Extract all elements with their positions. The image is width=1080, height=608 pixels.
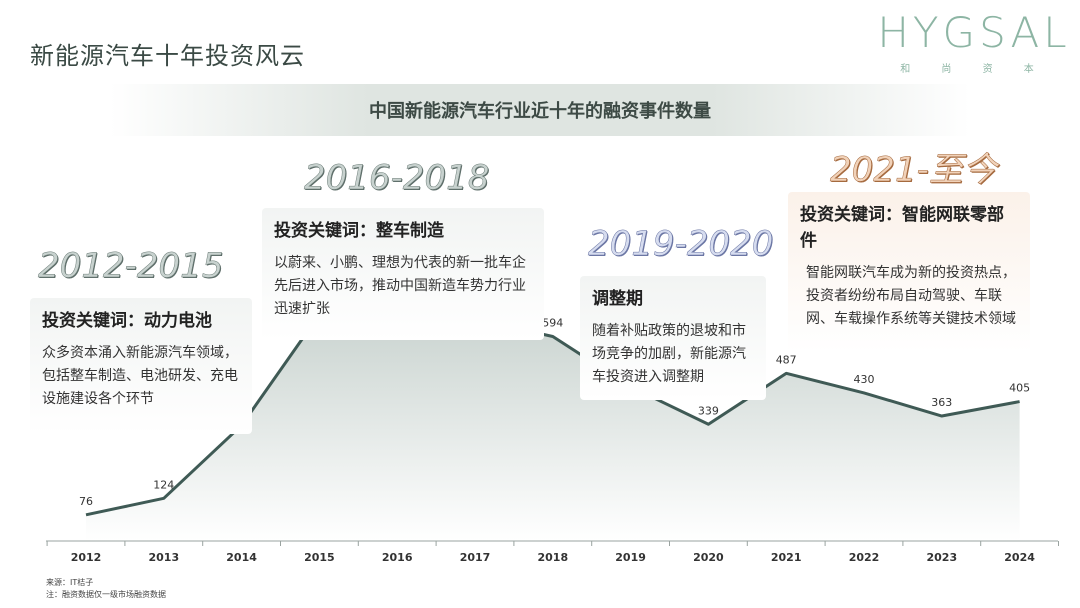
data-label-2022: 430 bbox=[854, 373, 875, 386]
card-description: 以蔚来、小鹏、理想为代表的新一批车企先后进入市场，推动中国新造车势力行业迅速扩张 bbox=[274, 255, 526, 317]
data-label-2023: 363 bbox=[931, 396, 952, 409]
x-tick-label-2018: 2018 bbox=[537, 551, 568, 564]
x-tick-label-2019: 2019 bbox=[615, 551, 646, 564]
card-keyword: 投资关键词：整车制造 bbox=[274, 221, 444, 241]
period-label-2016-2018: 2016-2018 bbox=[304, 158, 490, 199]
chart-title: 中国新能源汽车行业近十年的融资事件数量 bbox=[369, 101, 711, 122]
card-description: 众多资本涌入新能源汽车领域，包括整车制造、电池研发、充电设施建设各个环节 bbox=[42, 345, 238, 407]
x-tick-label-2022: 2022 bbox=[849, 551, 880, 564]
period-label-2021-present: 2021-至今 bbox=[830, 150, 997, 191]
x-tick-label-2020: 2020 bbox=[693, 551, 724, 564]
footnote-text: 注：融资数据仅一级市场融资数据 bbox=[46, 590, 166, 599]
x-tick-label-2017: 2017 bbox=[460, 551, 491, 564]
data-label-2012: 76 bbox=[79, 495, 93, 508]
card-keyword: 调整期 bbox=[592, 289, 643, 309]
data-label-2021: 487 bbox=[776, 353, 797, 366]
source-text: 来源：IT桔子 bbox=[46, 578, 94, 587]
card-2012-2015: 投资关键词：动力电池 众多资本涌入新能源汽车领域，包括整车制造、电池研发、充电设… bbox=[30, 298, 252, 434]
card-keyword: 投资关键词：智能网联零部件 bbox=[800, 205, 1004, 251]
source-note: 来源：IT桔子 注：融资数据仅一级市场融资数据 bbox=[46, 577, 166, 601]
period-label-2012-2015: 2012-2015 bbox=[38, 246, 224, 287]
card-2019-2020: 调整期 随着补贴政策的退坡和市场竞争的加剧，新能源汽车投资进入调整期 bbox=[580, 276, 766, 400]
card-description: 随着补贴政策的退坡和市场竞争的加剧，新能源汽车投资进入调整期 bbox=[592, 323, 746, 385]
x-tick-label-2015: 2015 bbox=[304, 551, 335, 564]
x-tick-label-2016: 2016 bbox=[382, 551, 413, 564]
chart-banner: 中国新能源汽车行业近十年的融资事件数量 bbox=[110, 84, 970, 136]
x-tick-label-2012: 2012 bbox=[71, 551, 102, 564]
data-label-2024: 405 bbox=[1009, 382, 1030, 395]
page-title: 新能源汽车十年投资风云 bbox=[30, 42, 305, 70]
series-area bbox=[86, 313, 1020, 541]
card-2021-present: 投资关键词：智能网联零部件 智能网联汽车成为新的投资热点，投资者纷纷布局自动驾驶… bbox=[788, 192, 1030, 352]
card-keyword: 投资关键词：动力电池 bbox=[42, 311, 212, 331]
x-tick-label-2023: 2023 bbox=[926, 551, 957, 564]
x-tick-label-2014: 2014 bbox=[226, 551, 257, 564]
x-tick-label-2021: 2021 bbox=[771, 551, 802, 564]
brand-logo: HYGSAL 和 尚 资 本 bbox=[876, 8, 1072, 75]
data-label-2018: 594 bbox=[542, 316, 563, 329]
card-2016-2018: 投资关键词：整车制造 以蔚来、小鹏、理想为代表的新一批车企先后进入市场，推动中国… bbox=[262, 208, 544, 340]
logo-subtitle: 和 尚 资 本 bbox=[900, 64, 1048, 75]
data-label-2013: 124 bbox=[153, 478, 174, 491]
period-label-2019-2020: 2019-2020 bbox=[588, 224, 774, 265]
x-tick-label-2013: 2013 bbox=[148, 551, 179, 564]
card-description: 智能网联汽车成为新的投资热点，投资者纷纷布局自动驾驶、车联网、车载操作系统等关键… bbox=[806, 265, 1016, 327]
logo-wordmark: HYGSAL bbox=[877, 8, 1071, 57]
data-label-2020: 339 bbox=[698, 404, 719, 417]
x-tick-label-2024: 2024 bbox=[1004, 551, 1035, 564]
